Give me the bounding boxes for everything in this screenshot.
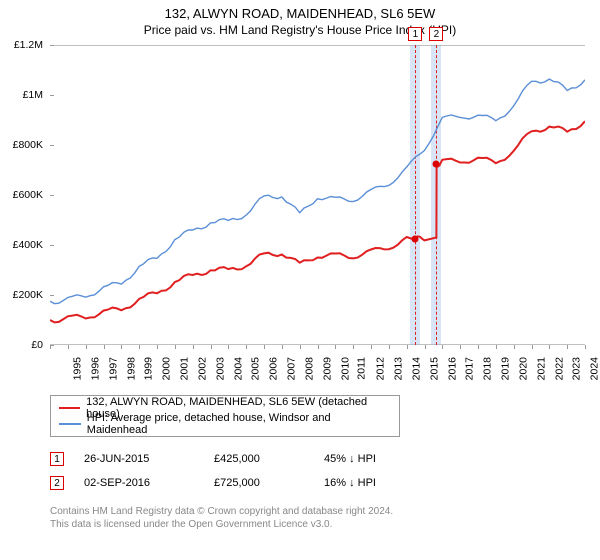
x-tick-label: 2007 [285, 357, 297, 380]
y-tick-label: £200K [3, 289, 43, 301]
x-tick-label: 2019 [499, 357, 511, 380]
x-tick-label: 1999 [143, 357, 155, 380]
x-tick-label: 2001 [178, 357, 190, 380]
x-tick-label: 2003 [214, 357, 226, 380]
x-tick-label: 2017 [464, 357, 476, 380]
price-marker-2: 2 [429, 27, 443, 41]
x-tick-label: 2004 [232, 357, 244, 380]
tx-date: 02-SEP-2016 [84, 477, 214, 489]
x-tick-label: 2021 [535, 357, 547, 380]
tx-delta: 16% ↓ HPI [324, 477, 434, 489]
transaction-row: 1 26-JUN-2015£425,00045% ↓ HPI [50, 447, 600, 471]
tx-price: £425,000 [214, 453, 324, 465]
x-tick-label: 2002 [196, 357, 208, 380]
x-tick-label: 2011 [356, 357, 368, 380]
price-dot [412, 235, 419, 242]
x-tick-label: 2010 [339, 357, 351, 380]
x-tick-label: 2000 [161, 357, 173, 380]
x-tick-label: 1997 [107, 357, 119, 380]
x-tick-label: 2023 [571, 357, 583, 380]
footer-line: This data is licensed under the Open Gov… [50, 518, 600, 531]
y-tick-label: £1.2M [3, 39, 43, 51]
legend-label: HPI: Average price, detached house, Wind… [87, 412, 391, 436]
x-tick-label: 2013 [392, 357, 404, 380]
legend: 132, ALWYN ROAD, MAIDENHEAD, SL6 5EW (de… [50, 395, 400, 437]
price-marker-1: 1 [408, 27, 422, 41]
x-tick-label: 2014 [410, 357, 422, 380]
tx-idx: 2 [50, 476, 64, 490]
x-tick-label: 2024 [589, 357, 600, 380]
chart-area: £0£200K£400K£600K£800K£1M£1.2M 199519961… [50, 45, 585, 345]
x-tick-label: 2016 [446, 357, 458, 380]
legend-swatch [59, 423, 81, 425]
x-tick-label: 2006 [268, 357, 280, 380]
legend-swatch [59, 407, 80, 409]
x-tick-label: 2012 [375, 357, 387, 380]
tx-date: 26-JUN-2015 [84, 453, 214, 465]
x-tick-label: 2020 [517, 357, 529, 380]
x-tick-label: 2018 [482, 357, 494, 380]
y-tick-label: £1M [3, 89, 43, 101]
x-tick-label: 2015 [428, 357, 440, 380]
x-tick-label: 2008 [303, 357, 315, 380]
y-tick-label: £400K [3, 239, 43, 251]
x-tick-label: 1998 [125, 357, 137, 380]
x-tick-label: 1996 [89, 357, 101, 380]
x-tick-label: 2022 [553, 357, 565, 380]
transaction-row: 2 02-SEP-2016£725,00016% ↓ HPI [50, 471, 600, 495]
hpi-line [50, 79, 585, 304]
price-dot [433, 160, 440, 167]
footer-line: Contains HM Land Registry data © Crown c… [50, 505, 600, 518]
attribution: Contains HM Land Registry data © Crown c… [50, 505, 600, 531]
legend-item: HPI: Average price, detached house, Wind… [59, 416, 391, 432]
chart-title: 132, ALWYN ROAD, MAIDENHEAD, SL6 5EW [0, 0, 600, 21]
transaction-table: 1 26-JUN-2015£425,00045% ↓ HPI 2 02-SEP-201… [50, 447, 600, 495]
y-tick-label: £600K [3, 189, 43, 201]
x-tick-label: 2005 [250, 357, 262, 380]
property-line [50, 121, 585, 322]
y-tick-label: £0 [3, 339, 43, 351]
x-tick-label: 1995 [71, 357, 83, 380]
tx-idx: 1 [50, 452, 64, 466]
x-tick-label: 2009 [321, 357, 333, 380]
chart-subtitle: Price paid vs. HM Land Registry's House … [0, 23, 600, 37]
y-tick-label: £800K [3, 139, 43, 151]
tx-price: £725,000 [214, 477, 324, 489]
tx-delta: 45% ↓ HPI [324, 453, 434, 465]
line-series [50, 45, 585, 345]
